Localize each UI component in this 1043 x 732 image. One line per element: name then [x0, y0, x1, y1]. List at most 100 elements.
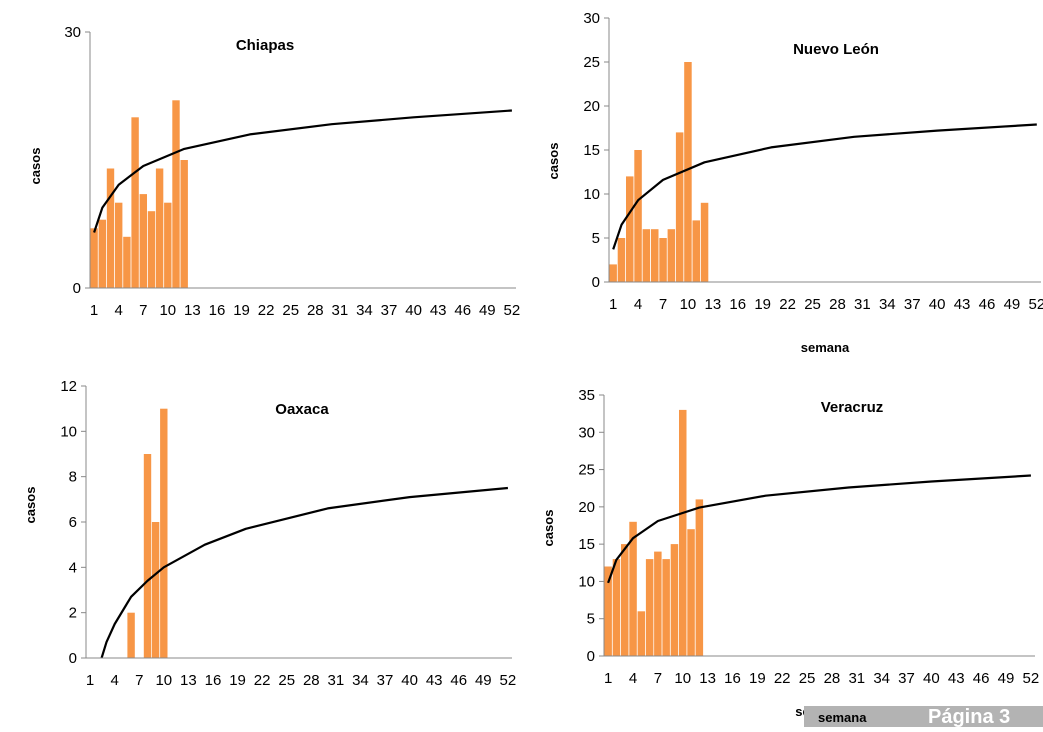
- page-footer-box: semana Página 3: [804, 706, 1043, 728]
- x-tick-label: 13: [180, 672, 197, 689]
- x-tick-label: 7: [654, 670, 662, 687]
- x-tick-label: 31: [848, 670, 865, 687]
- x-tick-label: 19: [229, 672, 246, 689]
- y-tick-label: 20: [583, 98, 600, 115]
- y-tick-label: 5: [592, 230, 600, 247]
- x-axis-label: semana: [801, 340, 850, 355]
- chart-title: Chiapas: [236, 37, 294, 54]
- x-tick-label: 22: [258, 302, 275, 319]
- bar: [679, 409, 687, 656]
- bar: [131, 117, 139, 288]
- chart-nuevo-leon: 0 5 10 15 20 25 30 1 4 7 10 13 16 19 22 25 28 31 34 37 40 43 4…: [530, 0, 1043, 360]
- x-tick-label: 34: [873, 670, 890, 687]
- y-tick-label: 10: [583, 186, 600, 203]
- x-tick-label: 43: [430, 302, 447, 319]
- chart-chiapas: 0 30 1 4 7 10 13 16 19 22 25 28 31 34 37 40 43 46 49 52 Chia…: [10, 0, 520, 360]
- page-number: Página 3: [928, 706, 1011, 728]
- bar: [147, 211, 156, 288]
- x-tick-label: 31: [328, 672, 345, 689]
- chart-veracruz: 0 5 10 15 20 25 30 35 1 4 7 10 13 16 19 22 25 28 31 34 37 40 4…: [530, 370, 1043, 727]
- x-tick-label: 25: [282, 302, 299, 319]
- x-tick-label: 52: [1023, 670, 1040, 687]
- bar: [151, 522, 160, 658]
- x-tick-label: 1: [86, 672, 94, 689]
- x-tick-label: 1: [604, 670, 612, 687]
- chart-svg: 0 5 10 15 20 25 30 35 1 4 7 10 13 16 19 22 25 28 31 34 37 40 4…: [541, 387, 1040, 719]
- bar: [684, 62, 692, 282]
- trendline: [612, 123, 1037, 250]
- bar: [180, 160, 188, 288]
- bar: [629, 521, 637, 656]
- x-tick-label: 43: [954, 296, 971, 313]
- x-tick-label: 49: [479, 302, 496, 319]
- bar: [637, 611, 646, 656]
- bar: [98, 219, 106, 288]
- x-tick-label: 13: [184, 302, 201, 319]
- bar: [662, 559, 670, 656]
- x-tick-label: 25: [278, 672, 295, 689]
- y-tick-label: 0: [587, 648, 595, 665]
- bar: [670, 544, 679, 656]
- bar: [654, 551, 662, 656]
- x-tick-label: 46: [973, 670, 990, 687]
- y-tick-label: 2: [69, 605, 77, 622]
- trendline: [607, 474, 1031, 584]
- x-tick-label: 25: [804, 296, 821, 313]
- x-tick-label: 49: [998, 670, 1015, 687]
- x-tick-label: 10: [680, 296, 697, 313]
- bar: [143, 454, 152, 658]
- y-tick-label: 15: [578, 536, 595, 553]
- y-tick-label: 30: [578, 424, 595, 441]
- bar: [123, 236, 131, 288]
- y-tick-label: 10: [60, 423, 77, 440]
- x-tick-label: 37: [381, 302, 398, 319]
- y-tick-label: 30: [583, 10, 600, 27]
- x-tick-label: 40: [401, 672, 418, 689]
- y-tick-label: 10: [578, 573, 595, 590]
- x-tick-label: 4: [629, 670, 637, 687]
- x-tick-label: 10: [674, 670, 691, 687]
- x-tick-label: 22: [779, 296, 796, 313]
- bar: [692, 220, 700, 282]
- bar: [612, 559, 621, 656]
- bar: [667, 229, 676, 282]
- bar: [160, 408, 168, 658]
- bar: [139, 194, 147, 288]
- x-tick-label: 1: [609, 296, 617, 313]
- x-tick-label: 37: [898, 670, 915, 687]
- bar: [642, 229, 651, 282]
- chart-title: Nuevo León: [793, 41, 879, 58]
- x-tick-label: 19: [233, 302, 250, 319]
- bar: [687, 529, 695, 656]
- bar: [621, 544, 629, 656]
- chart-title: Veracruz: [821, 399, 884, 416]
- chart-oaxaca: 0 2 4 6 8 10 12 1 4 7 10 13 16 19 22 25 28 31 34 37 40 43 46 49…: [10, 370, 520, 727]
- y-tick-label: 0: [69, 650, 77, 667]
- y-tick-label: 35: [578, 387, 595, 404]
- x-tick-label: 7: [135, 672, 143, 689]
- chart-svg: 0 30 1 4 7 10 13 16 19 22 25 28 31 34 37 40 43 46 49 52 Chia…: [28, 24, 520, 319]
- bar: [172, 100, 180, 288]
- x-tick-label: 43: [948, 670, 965, 687]
- bar: [127, 612, 135, 658]
- bar: [700, 202, 709, 282]
- x-tick-label: 19: [749, 670, 766, 687]
- bar: [155, 168, 164, 288]
- x-tick-label: 40: [405, 302, 422, 319]
- bar: [115, 202, 123, 288]
- bar: [617, 238, 626, 282]
- bar: [626, 176, 634, 282]
- bar: [604, 566, 612, 656]
- x-tick-label: 34: [352, 672, 369, 689]
- y-axis-label: casos: [23, 487, 38, 524]
- y-tick-label: 6: [69, 514, 77, 531]
- trendline: [93, 109, 512, 233]
- bar: [164, 202, 172, 288]
- x-tick-label: 28: [829, 296, 846, 313]
- y-axis-label: casos: [541, 510, 556, 547]
- x-tick-label: 49: [475, 672, 492, 689]
- x-tick-label: 34: [879, 296, 896, 313]
- y-tick-label: 25: [583, 54, 600, 71]
- x-tick-label: 16: [205, 672, 222, 689]
- x-tick-label: 22: [774, 670, 791, 687]
